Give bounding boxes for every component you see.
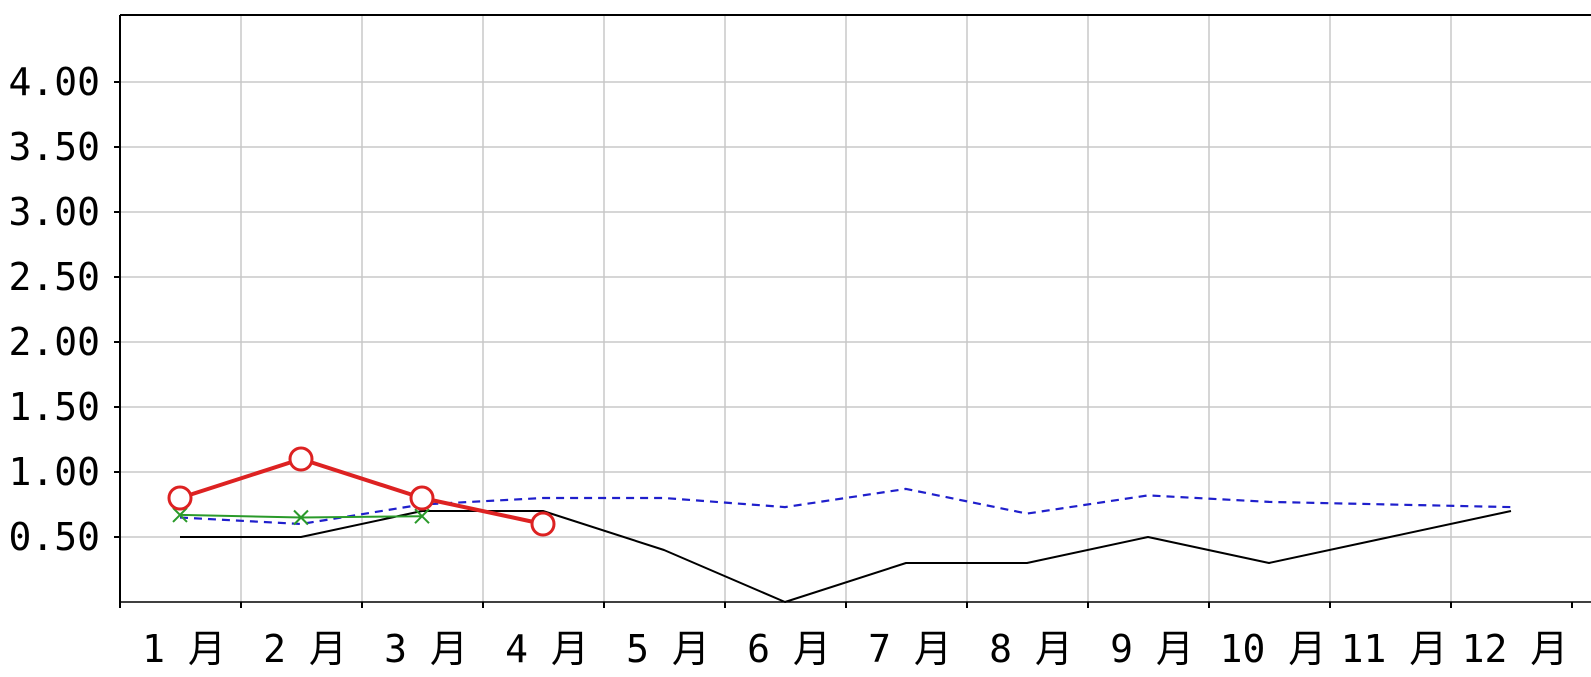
- data-point-circle: [167, 485, 193, 511]
- data-point-x: [414, 508, 430, 524]
- data-point-circle: [409, 485, 435, 511]
- y-tick-label: 1.50: [8, 385, 100, 429]
- series-3: [167, 446, 556, 537]
- x-tick-label: 11 月: [1341, 627, 1448, 671]
- x-tick-label: 10 月: [1220, 627, 1327, 671]
- x-tick-label: 12 月: [1462, 627, 1569, 671]
- x-tick-label: 3 月: [384, 627, 468, 671]
- data-point-x: [293, 509, 309, 526]
- x-tick-label: 2 月: [263, 627, 347, 671]
- x-tick-label: 8 月: [989, 627, 1073, 671]
- axes: [114, 14, 1591, 608]
- x-tick-label: 7 月: [868, 627, 952, 671]
- series-2: [172, 507, 430, 526]
- y-tick-label: 2.00: [8, 320, 100, 364]
- data-point-circle: [530, 511, 556, 537]
- x-tick-label: 5 月: [626, 627, 710, 671]
- x-tick-label: 1 月: [142, 627, 226, 671]
- series-line: [179, 457, 544, 526]
- series-line: [180, 510, 1512, 603]
- y-tick-label: 1.00: [8, 450, 100, 494]
- x-tick-label: 9 月: [1110, 627, 1194, 671]
- y-tick-label: 2.50: [8, 255, 100, 299]
- x-tick-label: 4 月: [505, 627, 589, 671]
- data-point-circle: [288, 446, 314, 472]
- y-tick-label: 0.50: [8, 515, 100, 559]
- series-0: [180, 510, 1512, 603]
- grid: [120, 15, 1591, 602]
- data-point-x: [172, 507, 188, 523]
- y-tick-label: 3.50: [8, 125, 100, 169]
- series-group: [167, 446, 1512, 603]
- y-tick-label: 4.00: [8, 60, 100, 104]
- tick-labels: 0.50 1.00 1.50 2.00 2.50 3.00 3.50 4.00 1 月 2 月 3 …: [8, 60, 1568, 671]
- y-tick-label: 3.00: [8, 190, 100, 234]
- x-tick-label: 6 月: [747, 627, 831, 671]
